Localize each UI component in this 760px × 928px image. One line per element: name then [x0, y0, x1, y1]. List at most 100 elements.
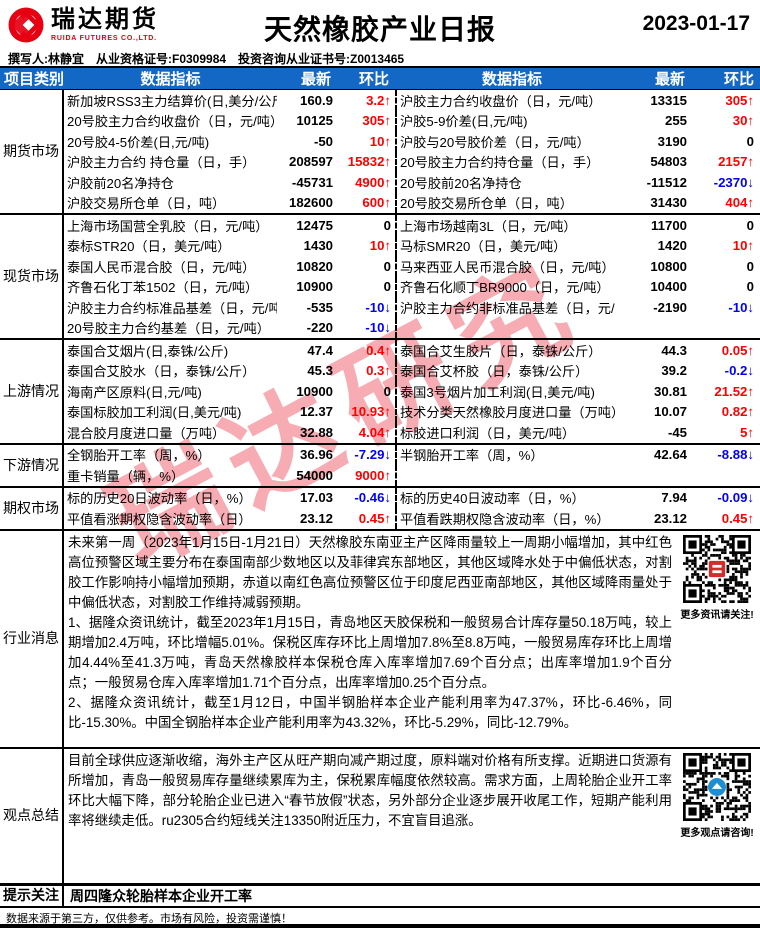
section-rows: 标的历史20日波动率（日，%） 17.03 -0.46↓ 标的历史40日波动率（日，%… [64, 487, 760, 529]
section-category: 期货市场 [0, 90, 64, 213]
latest-value: 10125 [296, 113, 333, 129]
latest-value: 17.03 [299, 490, 333, 506]
change-value: 9000↑ [355, 467, 391, 483]
column-header-latest: 最新 [300, 71, 331, 88]
change-value: 30↑ [732, 113, 754, 129]
table-row: 泰国合艾胶水（日，泰铢/公斤） 45.3 0.3↑ 泰国合艾杯胶（日，泰铢/公斤） 39… [64, 360, 760, 381]
change-value: 305↑ [725, 92, 754, 108]
change-value: 305↑ [362, 113, 391, 129]
paragraph: 目前全球供应逐渐收缩，海外主产区从旺产期向减产期过度，原料端对价格有所支撑。近期… [68, 752, 672, 828]
latest-value: 12475 [296, 217, 333, 233]
summary-qr-block: 更多观点请咨询! [676, 751, 758, 881]
table-section-downstream: 下游情况 全钢胎开工率（周，%） 36.96 -7.29↓ 半钢胎开工率（周，%） 42.… [0, 442, 760, 486]
indicator-label: 混合胶月度进口量（万吨） [67, 425, 226, 441]
latest-value: 10900 [296, 279, 333, 295]
latest-value: 31430 [650, 195, 687, 211]
table-header-row: 项目类别 数据指标 最新 环比 数据指标 最新 环比 [0, 66, 760, 90]
change-value: -0.2↓ [724, 363, 754, 379]
latest-value: 30.81 [653, 383, 687, 399]
indicator-label: 平值看涨期权隐含波动率（日） [67, 511, 252, 527]
indicator-label: 新加坡RSS3主力结算价(日,美分/公斤 [67, 93, 277, 109]
indicator-label: 齐鲁石化顺丁BR9000（日，元/吨） [395, 276, 629, 297]
indicator-label: 沪胶主力合约标准品基差（日，元/吨 [67, 300, 277, 316]
section-rows: 上海市场国营全乳胶（日，元/吨） 12475 0 上海市场越南3L（日，元/吨） 117… [64, 215, 760, 338]
table-section-spot: 现货市场 上海市场国营全乳胶（日，元/吨） 12475 0 上海市场越南3L（日，元/吨… [0, 213, 760, 338]
indicator-label: 马来西亚人民币混合胶（日，元/吨） [395, 256, 629, 277]
section-rows: 全钢胎开工率（周，%） 36.96 -7.29↓ 半钢胎开工率（周，%） 42.64 -8… [64, 444, 760, 486]
change-value: 0 [746, 279, 754, 295]
viewpoint-summary-body: 目前全球供应逐渐收缩，海外主产区从旺产期向减产期过度，原料端对价格有所支撑。近期… [64, 749, 760, 883]
indicator-label: 标胶进口利润（日，美元/吨） [395, 422, 629, 443]
table-row: 齐鲁石化丁苯1502（日，元/吨） 10900 0 齐鲁石化顺丁BR9000（日，元/… [64, 276, 760, 297]
indicator-label: 沪胶前20名净持仓 [67, 175, 174, 191]
indicator-label: 沪胶5-9价差(日,元/吨) [395, 110, 629, 131]
table-row: 标的历史20日波动率（日，%） 17.03 -0.46↓ 标的历史40日波动率（日，%… [64, 487, 760, 508]
indicator-label: 泰国合艾生胶片（日，泰铢/公斤） [395, 340, 629, 361]
table-row: 20号胶主力合约基差（日，元/吨） -220 -10↓ [64, 317, 760, 339]
indicator-label: 20号胶交易所仓单（日，吨） [395, 192, 629, 213]
latest-value: 44.3 [661, 342, 687, 358]
table-row: 20号胶4-5价差(日,元/吨) -50 10↑ 沪胶与20号胶价差（日，元/吨） 31… [64, 131, 760, 152]
latest-value: 10400 [650, 279, 687, 295]
change-value: 3.2↑ [366, 92, 391, 108]
indicator-label: 泰国标胶加工利润(日,美元/吨) [67, 405, 242, 421]
change-value: 0 [746, 133, 754, 149]
latest-value: 10.07 [653, 404, 687, 420]
latest-value: 39.2 [661, 363, 687, 379]
change-value: 404↑ [725, 195, 754, 211]
column-header-latest: 最新 [654, 71, 685, 88]
indicator-label: 半钢胎开工率（周，%） [395, 444, 629, 465]
column-header-change: 环比 [723, 71, 754, 88]
report-header: 瑞达期货 RUIDA FUTURES CO.,LTD. 天然橡胶产业日报 202… [0, 0, 760, 48]
news-qr-caption: 更多资讯请关注! [680, 609, 754, 621]
change-value: 10↑ [369, 238, 391, 254]
change-value: 0.45↑ [721, 510, 754, 526]
change-value: 5↑ [740, 424, 754, 440]
latest-value: 54000 [296, 467, 333, 483]
section-category: 行业消息 [0, 530, 64, 747]
indicator-label: 20号胶主力合约基差（日，元/吨） [67, 321, 270, 337]
table-row: 全钢胎开工率（周，%） 36.96 -7.29↓ 半钢胎开工率（周，%） 42.64 -8… [64, 444, 760, 465]
table-row: 混合胶月度进口量（万吨） 32.88 4.04↑ 标胶进口利润（日，美元/吨） -45 5… [64, 422, 760, 443]
indicator-label [395, 317, 629, 338]
change-value: 2157↑ [718, 154, 754, 170]
change-value: 0 [383, 279, 391, 295]
change-value: 10↑ [732, 238, 754, 254]
change-value: -0.46↓ [354, 490, 391, 506]
indicator-label: 20号胶4-5价差(日,元/吨) [67, 134, 210, 150]
latest-value: -535 [306, 299, 333, 315]
indicator-label: 重卡销量（辆，%） [67, 468, 185, 484]
latest-value: 1430 [303, 238, 333, 254]
latest-value: 1420 [657, 238, 687, 254]
latest-value: -45731 [291, 174, 333, 190]
indicator-label: 沪胶交易所仓单（日，吨） [67, 196, 226, 212]
indicator-label: 技术分类天然橡胶月度进口量（万吨） [395, 401, 629, 422]
latest-value: 42.64 [653, 447, 687, 463]
news-qr-block: 更多资讯请关注! [676, 533, 758, 745]
brand-name-en: RUIDA FUTURES CO.,LTD. [51, 35, 157, 42]
table-row: 泰标STR20（日，美元/吨） 1430 10↑ 马标SMR20（日，美元/吨） 142… [64, 235, 760, 256]
latest-value: 208597 [288, 154, 333, 170]
column-header-indicator: 数据指标 [481, 71, 542, 88]
table-row: 新加坡RSS3主力结算价(日,美分/公斤 160.9 3.2↑ 沪胶主力合约收盘价（日… [64, 90, 760, 111]
change-value: 4.04↑ [358, 424, 391, 440]
change-value: 0 [383, 383, 391, 399]
change-value [697, 318, 758, 339]
table-row: 平值看涨期权隐含波动率（日） 23.12 0.45↑ 平值看跌期权隐含波动率（日，%）… [64, 508, 760, 529]
change-value: 0.82↑ [721, 404, 754, 420]
latest-value: 23.12 [653, 510, 687, 526]
company-logo: 瑞达期货 RUIDA FUTURES CO.,LTD. [6, 5, 159, 45]
change-value: -2370↓ [713, 174, 754, 190]
table-row: 20号胶主力合约收盘价（日，元/吨） 10125 305↑ 沪胶5-9价差(日,元/吨… [64, 110, 760, 131]
indicator-label: 齐鲁石化丁苯1502（日，元/吨） [67, 280, 259, 296]
indicator-label: 泰国合艾杯胶（日，泰铢/公斤） [395, 360, 629, 381]
notice-text: 周四隆众轮胎样本企业开工率 [70, 887, 252, 904]
report-date: 2023-01-17 [642, 12, 750, 35]
section-rows: 泰国合艾烟片(日,泰铢/公斤) 47.4 0.4↑ 泰国合艾生胶片（日，泰铢/公斤） 4… [64, 340, 760, 443]
latest-value: 32.88 [299, 424, 333, 440]
indicator-label: 标的历史40日波动率（日，%） [395, 487, 629, 508]
notice-section: 提示关注 周四隆众轮胎样本企业开工率 [0, 882, 760, 906]
table-row: 海南产区原料(日,元/吨) 10900 0 泰国3号烟片加工利润(日,美元/吨) 30.… [64, 381, 760, 402]
section-category: 下游情况 [0, 444, 64, 486]
